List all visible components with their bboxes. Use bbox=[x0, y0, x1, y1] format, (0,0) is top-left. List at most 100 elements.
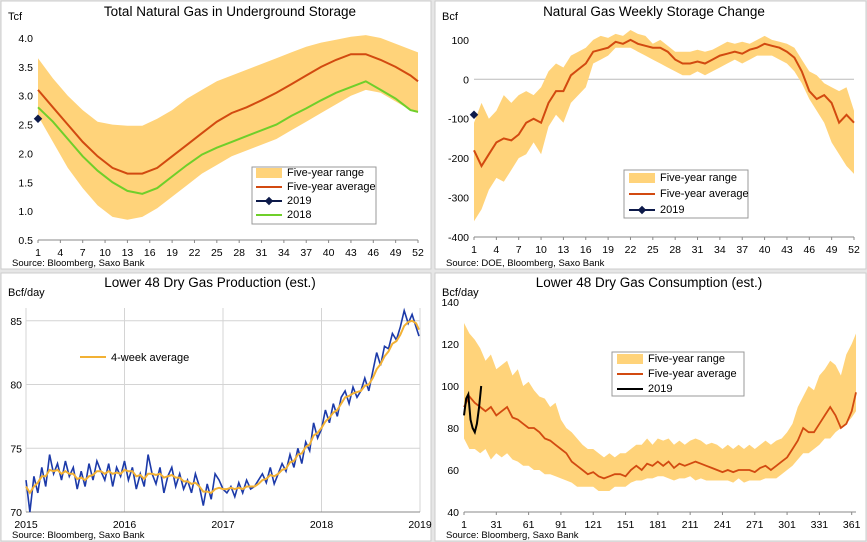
storage-xtick-1: 4 bbox=[57, 247, 63, 259]
storage-change-chart: Natural Gas Weekly Storage Change Bcf 10… bbox=[434, 0, 867, 270]
storage-change-xtick-17: 52 bbox=[848, 244, 860, 256]
storage-change-xtick-1: 4 bbox=[493, 244, 499, 256]
consumption-chart-title: Lower 48 Dry Gas Consumption (est.) bbox=[536, 275, 763, 290]
storage-change-legend-avg: Five-year average bbox=[660, 188, 749, 200]
storage-2019-point-0 bbox=[33, 114, 43, 124]
consumption-plot-area: 40 60 80 100 120 140 1 31 61 91 121 151 181 211 241 271… bbox=[441, 297, 860, 531]
production-chart-background bbox=[0, 272, 432, 542]
storage-change-average-line bbox=[473, 38, 855, 169]
storage-ytick-2: 1.5 bbox=[18, 177, 33, 189]
storage-chart: Total Natural Gas in Underground Storage… bbox=[0, 0, 432, 270]
production-xtick-0: 2015 bbox=[14, 519, 38, 531]
production-xtick-2: 2017 bbox=[211, 519, 235, 531]
storage-xtick-16: 49 bbox=[390, 247, 402, 259]
storage-change-xtick-2: 7 bbox=[516, 244, 522, 256]
consumption-legend-avg: Five-year average bbox=[648, 368, 737, 380]
storage-xtick-7: 22 bbox=[189, 247, 201, 259]
consumption-ytick-2: 80 bbox=[447, 423, 459, 435]
storage-change-ytick-0: 100 bbox=[451, 35, 469, 47]
production-average-line bbox=[25, 319, 420, 495]
storage-change-xtick-4: 13 bbox=[558, 244, 570, 256]
storage-change-xtick-10: 31 bbox=[692, 244, 704, 256]
storage-chart-ylabel: Tcf bbox=[8, 11, 23, 23]
consumption-ytick-5: 140 bbox=[441, 297, 459, 309]
storage-change-xtick-6: 19 bbox=[602, 244, 614, 256]
consumption-xtick-12: 361 bbox=[843, 519, 861, 531]
storage-ytick-7: 4.0 bbox=[18, 33, 33, 45]
storage-legend-2018: 2018 bbox=[287, 209, 311, 221]
storage-change-xtick-14: 43 bbox=[781, 244, 793, 256]
storage-ytick-6: 3.5 bbox=[18, 62, 33, 74]
consumption-chart: Lower 48 Dry Gas Consumption (est.) Bcf/… bbox=[434, 272, 867, 542]
storage-change-ytick-3: -200 bbox=[448, 153, 469, 165]
consumption-xtick-4: 121 bbox=[584, 519, 602, 531]
consumption-xtick-3: 91 bbox=[555, 519, 567, 531]
consumption-xtick-5: 151 bbox=[617, 519, 635, 531]
storage-change-xtick-13: 40 bbox=[759, 244, 771, 256]
storage-chart-title: Total Natural Gas in Underground Storage bbox=[104, 4, 356, 19]
storage-change-xtick-8: 25 bbox=[647, 244, 659, 256]
storage-xtick-10: 31 bbox=[256, 247, 268, 259]
storage-change-legend: Five-year range Five-year average 2019 bbox=[623, 169, 749, 219]
consumption-ytick-4: 120 bbox=[441, 339, 459, 351]
storage-xtick-3: 10 bbox=[99, 247, 111, 259]
production-xtick-4: 2019 bbox=[408, 519, 432, 531]
production-ytick-2: 80 bbox=[10, 380, 22, 392]
production-ytick-3: 85 bbox=[10, 316, 22, 328]
consumption-chart-source: Source: Bloomberg, Saxo Bank bbox=[446, 530, 579, 541]
storage-xtick-11: 34 bbox=[278, 247, 290, 259]
consumption-chart-ylabel: Bcf/day bbox=[442, 287, 479, 299]
storage-ytick-0: 0.5 bbox=[18, 235, 33, 247]
storage-xtick-6: 19 bbox=[166, 247, 178, 259]
production-chart-source: Source: Bloomberg, Saxo Bank bbox=[12, 530, 145, 541]
consumption-xtick-7: 211 bbox=[682, 519, 699, 531]
storage-xtick-13: 40 bbox=[323, 247, 335, 259]
production-ytick-0: 70 bbox=[10, 507, 22, 519]
consumption-xtick-1: 31 bbox=[490, 519, 502, 531]
storage-xtick-15: 46 bbox=[367, 247, 379, 259]
storage-change-ytick-2: -100 bbox=[448, 114, 469, 126]
production-chart-ylabel: Bcf/day bbox=[8, 287, 45, 299]
storage-xtick-4: 13 bbox=[122, 247, 134, 259]
consumption-ytick-3: 100 bbox=[441, 381, 459, 393]
consumption-average-line bbox=[463, 392, 857, 480]
consumption-legend: Five-year range Five-year average 2019 bbox=[611, 351, 745, 397]
consumption-2019-line bbox=[463, 385, 483, 435]
consumption-xtick-0: 1 bbox=[461, 519, 467, 531]
storage-xtick-0: 1 bbox=[35, 247, 41, 259]
storage-change-xtick-7: 22 bbox=[625, 244, 637, 256]
storage-change-chart-ylabel: Bcf bbox=[442, 11, 459, 23]
storage-ytick-1: 1.0 bbox=[18, 206, 33, 218]
storage-xtick-2: 7 bbox=[80, 247, 86, 259]
storage-legend-2019-marker bbox=[264, 196, 274, 206]
production-legend: 4-week average bbox=[80, 352, 189, 364]
storage-xtick-12: 37 bbox=[300, 247, 312, 259]
consumption-legend-range-swatch bbox=[617, 354, 643, 364]
storage-change-legend-range-swatch bbox=[629, 173, 655, 183]
consumption-xtick-10: 301 bbox=[778, 519, 796, 531]
storage-ytick-3: 2.0 bbox=[18, 148, 33, 160]
storage-change-xtick-5: 16 bbox=[580, 244, 592, 256]
storage-ytick-5: 3.0 bbox=[18, 91, 33, 103]
consumption-legend-range: Five-year range bbox=[648, 353, 725, 365]
storage-change-xtick-9: 28 bbox=[669, 244, 681, 256]
storage-xtick-17: 52 bbox=[412, 247, 424, 259]
storage-change-xtick-11: 34 bbox=[714, 244, 726, 256]
storage-change-legend-range: Five-year range bbox=[660, 172, 737, 184]
production-chart: Lower 48 Dry Gas Production (est.) Bcf/d… bbox=[0, 272, 432, 542]
consumption-ytick-1: 60 bbox=[447, 465, 459, 477]
storage-legend-avg: Five-year average bbox=[287, 181, 376, 193]
storage-change-2019-point-0 bbox=[469, 110, 479, 120]
storage-legend-range: Five-year range bbox=[287, 167, 364, 179]
storage-2018-line bbox=[37, 80, 419, 195]
consumption-xtick-8: 241 bbox=[714, 519, 732, 531]
storage-chart-source: Source: Bloomberg, Saxo Bank bbox=[12, 258, 145, 269]
storage-xtick-8: 25 bbox=[211, 247, 223, 259]
consumption-xtick-9: 271 bbox=[746, 519, 764, 531]
production-legend-avg: 4-week average bbox=[111, 352, 189, 364]
storage-average-line bbox=[37, 53, 419, 175]
consumption-ytick-0: 40 bbox=[447, 507, 459, 519]
storage-change-ytick-5: -400 bbox=[448, 232, 469, 244]
storage-change-xtick-3: 10 bbox=[535, 244, 547, 256]
